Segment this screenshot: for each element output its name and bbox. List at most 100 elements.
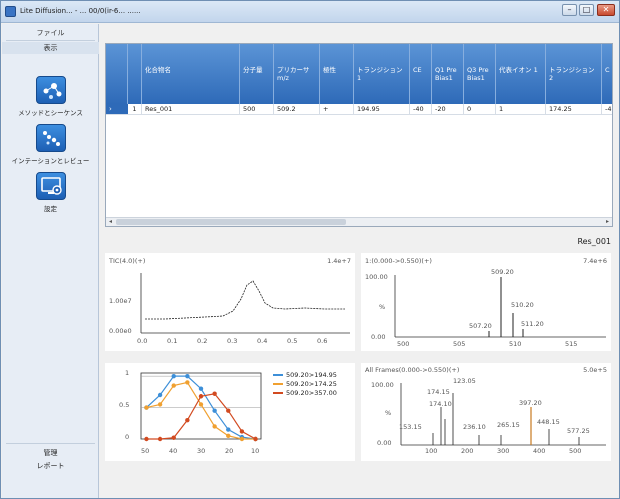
ms-bottom-ytick: %	[385, 409, 392, 417]
cell-ce[interactable]: -40	[410, 104, 432, 115]
nav-item-report[interactable]: レポート	[36, 462, 65, 470]
ms-bottom-xtick: 200	[461, 447, 474, 455]
col-header-polarity[interactable]: 極性	[320, 44, 354, 104]
mass-spectrum-top: 1:(0.000->0.550)(+) 7.4e+6 100.00 % 0.00…	[361, 253, 611, 351]
ce-data-point	[144, 405, 149, 410]
col-header-repion[interactable]: 代表イオン 1	[496, 44, 546, 104]
ms-top-xtick: 505	[453, 340, 466, 348]
nav-item-settings-label: 設定	[44, 205, 57, 213]
ce-data-point	[185, 373, 190, 379]
horizontal-scrollbar[interactable]: ◂ ▸	[106, 217, 612, 226]
molecule-icon	[36, 76, 66, 104]
ms-top-xtick: 500	[397, 340, 410, 348]
app-icon	[5, 6, 16, 17]
tic-ytick: 0.00e0	[109, 327, 132, 335]
title-bar: Lite Diffusion... - ... 00/0(ir-6... ...…	[1, 1, 619, 23]
ce-data-point	[185, 417, 190, 423]
cell-repion[interactable]: 1	[496, 104, 546, 115]
tic-xtick: 0.3	[227, 337, 238, 345]
tic-chromatogram: TIC(4.0)(+) 1.4e+7 1.00e7 0.00e0 0.0 0.1…	[105, 253, 355, 351]
ms-bottom-xtick: 300	[497, 447, 510, 455]
ce-xtick: 40	[169, 447, 178, 455]
ce-xtick: 10	[251, 447, 260, 455]
col-header-q3bias[interactable]: Q3 Pre Bias1	[464, 44, 496, 104]
ce-plot-svg	[140, 372, 262, 442]
cell-precursor[interactable]: 509.2	[274, 104, 320, 115]
col-header-precursor[interactable]: プリカーサ m/z	[274, 44, 320, 104]
scroll-left-icon[interactable]: ◂	[108, 218, 112, 225]
ms-top-peak-label: 510.20	[511, 301, 534, 309]
compound-table: 化合物名 分子量 プリカーサ m/z 極性 トランジション 1 CE Q1 Pr…	[105, 43, 613, 227]
scroll-thumb[interactable]	[116, 219, 346, 225]
ce-data-point	[212, 391, 217, 396]
ms-bottom-xtick: 400	[533, 447, 546, 455]
col-header-mw[interactable]: 分子量	[240, 44, 274, 104]
ms-bottom-title: All Frames(0.000->0.550)(+)	[365, 366, 460, 374]
tic-xtick: 0.1	[167, 337, 178, 345]
cell-mw[interactable]: 500	[240, 104, 274, 115]
close-button[interactable]: ✕	[597, 4, 615, 16]
col-header-transition2[interactable]: トランジション 2	[546, 44, 602, 104]
scatter-icon	[36, 124, 66, 152]
ce-ytick: 1	[125, 369, 130, 377]
ms-top-ytick: 100.00	[365, 273, 388, 281]
cell-compound[interactable]: Res_001	[142, 104, 240, 115]
row-selector[interactable]: ›	[106, 104, 128, 115]
table-row[interactable]: 1 Res_001 500 509.2 + 194.95 -40 -20 0 1…	[106, 104, 612, 115]
ce-ytick: 0	[125, 433, 130, 441]
nav-separator-bottom	[6, 443, 95, 444]
scroll-right-icon[interactable]: ▸	[605, 218, 609, 225]
view-header[interactable]: 表示	[2, 42, 99, 54]
col-header-indicator[interactable]	[106, 44, 128, 104]
ce-xtick: 30	[197, 447, 206, 455]
ms-top-scale: 7.4e+6	[583, 257, 607, 265]
col-header-transition1[interactable]: トランジション 1	[354, 44, 410, 104]
cell-q1bias[interactable]: -20	[432, 104, 464, 115]
cell-transition2[interactable]: 174.25	[546, 104, 602, 115]
nav-item-admin[interactable]: 管理	[43, 449, 58, 457]
left-nav-pane: ファイル 表示 メソッドとシーケンス インテーションとレビュー	[2, 24, 99, 498]
nav-item-method[interactable]: メソッドとシーケンス	[6, 76, 95, 120]
col-header-index[interactable]	[128, 44, 142, 104]
cell-transition1[interactable]: 194.95	[354, 104, 410, 115]
ce-data-point	[239, 436, 245, 442]
col-header-q1bias[interactable]: Q1 Pre Bias1	[432, 44, 464, 104]
ms-bottom-peak-label: 123.05	[453, 377, 476, 385]
ms-bottom-xtick: 100	[425, 447, 438, 455]
col-header-c[interactable]: C	[602, 44, 612, 104]
ce-data-point	[198, 394, 204, 399]
legend-item: 509.20>194.95	[273, 371, 337, 380]
ms-bottom-peak-label: 153.15	[399, 423, 422, 431]
ms-top-ytick: 0.00	[371, 333, 386, 341]
cell-q3bias[interactable]: 0	[464, 104, 496, 115]
tic-xtick: 0.2	[197, 337, 208, 345]
col-header-ce[interactable]: CE	[410, 44, 432, 104]
cell-index: 1	[128, 104, 142, 115]
col-header-compound[interactable]: 化合物名	[142, 44, 240, 104]
ms-top-title: 1:(0.000->0.550)(+)	[365, 257, 432, 265]
ms-top-peak-label: 511.20	[521, 320, 544, 328]
ms-bottom-peak-label: 265.15	[497, 421, 520, 429]
ce-data-point	[157, 402, 163, 407]
ms-bottom-xtick: 500	[569, 447, 582, 455]
file-menu[interactable]: ファイル	[36, 29, 65, 37]
ce-data-point	[171, 373, 176, 379]
ce-data-point	[157, 392, 163, 398]
window-title: Lite Diffusion... - ... 00/0(ir-6... ...…	[20, 7, 141, 15]
ce-ytick: 0.5	[119, 401, 130, 409]
cell-polarity[interactable]: +	[320, 104, 354, 115]
minimize-button[interactable]: –	[562, 4, 577, 16]
cell-c[interactable]: -4	[602, 104, 612, 115]
tic-scale: 1.4e+7	[327, 257, 351, 265]
ms-top-xtick: 515	[565, 340, 578, 348]
ce-data-point	[157, 436, 163, 442]
ms-top-ytick: %	[379, 303, 386, 311]
ms-bottom-peak-label: 397.20	[519, 399, 542, 407]
ms-bottom-peak-label: 577.25	[567, 427, 590, 435]
maximize-button[interactable]: □	[579, 4, 594, 16]
ce-data-point	[171, 383, 176, 388]
nav-item-settings[interactable]: 設定	[6, 172, 95, 216]
ce-data-point	[212, 424, 217, 429]
nav-item-integration[interactable]: インテーションとレビュー	[6, 124, 95, 168]
